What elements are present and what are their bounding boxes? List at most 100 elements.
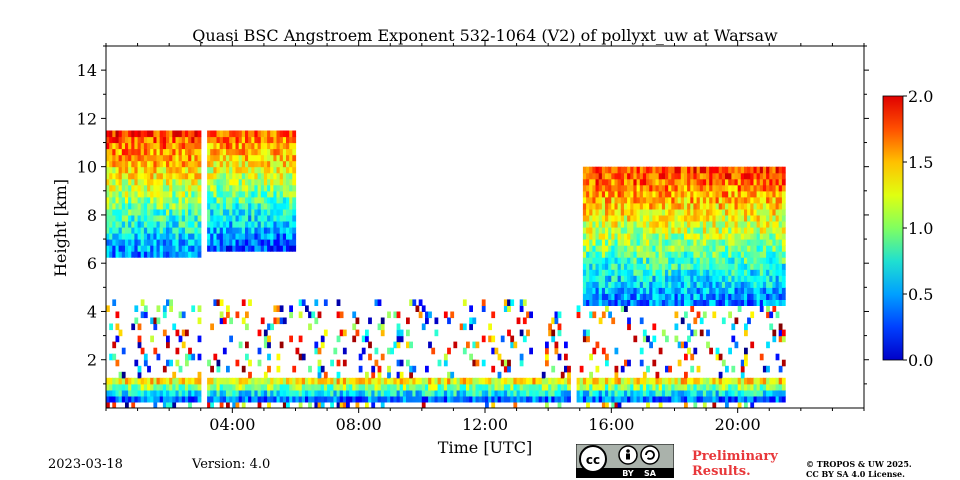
heatmap-cell: [387, 377, 391, 385]
heatmap-cell: [276, 383, 281, 391]
heatmap-cell: [680, 389, 685, 397]
heatmap-cell: [532, 389, 537, 397]
heatmap-cell: [684, 251, 688, 258]
heatmap-cell: [595, 263, 600, 270]
heatmap-cell: [699, 389, 704, 397]
heatmap-cell: [750, 341, 755, 349]
heatmap-cell: [605, 196, 609, 204]
heatmap-cell: [617, 227, 622, 234]
heatmap-cell: [639, 208, 644, 216]
heatmap-cell: [766, 221, 770, 228]
heatmap-cell: [153, 166, 158, 174]
heatmap-cell: [156, 245, 161, 252]
heatmap-cell: [128, 190, 132, 198]
heatmap-cell: [270, 214, 274, 222]
heatmap-cell: [627, 281, 631, 288]
heatmap-cell: [106, 377, 110, 385]
heatmap-cell: [267, 221, 271, 228]
heatmap-cell: [642, 245, 647, 252]
heatmap-cell: [289, 208, 293, 216]
heatmap-cell: [721, 172, 726, 180]
heatmap-cell: [592, 377, 597, 385]
heatmap-cell: [254, 142, 259, 150]
heatmap-cell: [617, 172, 622, 180]
heatmap-cell: [409, 377, 413, 385]
heatmap-cell: [507, 389, 511, 397]
heatmap-cell: [652, 184, 657, 192]
heatmap-cell: [450, 311, 455, 319]
heatmap-cell: [333, 395, 338, 403]
heatmap-cell: [118, 178, 123, 186]
heatmap-cell: [358, 383, 363, 391]
heatmap-cell: [671, 275, 676, 282]
heatmap-cell: [197, 305, 202, 312]
heatmap-cell: [519, 305, 524, 312]
heatmap-cell: [630, 257, 635, 264]
heatmap-cell: [658, 287, 663, 294]
heatmap-cell: [352, 389, 357, 397]
heatmap-cell: [260, 214, 265, 222]
heatmap-cell: [143, 208, 148, 216]
heatmap-cell: [734, 227, 739, 234]
heatmap-cell: [106, 245, 110, 252]
heatmap-cell: [592, 251, 597, 258]
heatmap-cell: [614, 221, 619, 228]
heatmap-cell: [175, 178, 180, 186]
heatmap-cell: [636, 214, 641, 222]
heatmap-cell: [753, 395, 758, 403]
heatmap-cell: [292, 245, 297, 252]
heatmap-cell: [684, 353, 688, 361]
heatmap-cell: [197, 142, 202, 150]
heatmap-cell: [229, 383, 233, 391]
heatmap-cell: [147, 208, 151, 216]
heatmap-cell: [292, 365, 297, 373]
heatmap-cell: [728, 233, 732, 240]
heatmap-cell: [762, 245, 767, 252]
heatmap-cell: [510, 395, 515, 403]
heatmap-cell: [620, 275, 625, 282]
heatmap-cell: [443, 389, 448, 397]
heatmap-cell: [210, 383, 214, 391]
heatmap-cell: [766, 341, 770, 349]
heatmap-cell: [308, 389, 312, 397]
heatmap-cell: [273, 166, 278, 174]
heatmap-cell: [169, 160, 173, 168]
heatmap-cell: [270, 166, 274, 174]
heatmap-cell: [156, 317, 161, 325]
heatmap-cell: [652, 202, 657, 210]
heatmap-cell: [775, 311, 780, 319]
heatmap-cell: [109, 184, 113, 192]
heatmap-cell: [718, 251, 723, 258]
colorbar-tick-label: 1.5: [908, 153, 933, 172]
heatmap-cell: [162, 154, 167, 162]
heatmap-cell: [582, 190, 587, 198]
heatmap-cell: [516, 317, 521, 325]
heatmap-cell: [633, 221, 638, 228]
heatmap-cell: [153, 377, 158, 385]
heatmap-cell: [598, 184, 603, 192]
heatmap-cell: [526, 311, 530, 319]
heatmap-cell: [665, 383, 669, 391]
heatmap-cell: [532, 383, 537, 391]
heatmap-cell: [219, 178, 224, 186]
heatmap-cell: [459, 383, 464, 391]
heatmap-cell: [582, 178, 587, 186]
heatmap-cell: [582, 299, 587, 306]
heatmap-cell: [181, 208, 186, 216]
heatmap-cell: [156, 251, 161, 258]
heatmap-cell: [267, 395, 271, 403]
heatmap-cell: [778, 257, 783, 264]
heatmap-cell: [147, 184, 151, 192]
heatmap-cell: [725, 269, 729, 276]
heatmap-cell: [121, 245, 126, 252]
heatmap-cell: [443, 353, 448, 361]
heatmap-cell: [219, 383, 224, 391]
heatmap-cell: [279, 239, 284, 246]
heatmap-cell: [270, 154, 274, 162]
heatmap-cell: [655, 257, 660, 264]
heatmap-cell: [213, 227, 218, 234]
heatmap-cell: [699, 377, 704, 385]
heatmap-cell: [447, 317, 451, 325]
heatmap-cell: [639, 202, 644, 210]
heatmap-cell: [241, 184, 246, 192]
